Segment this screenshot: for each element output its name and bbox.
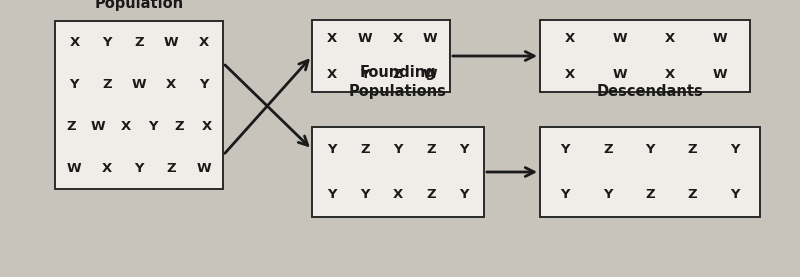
Text: X: X — [326, 68, 337, 81]
Text: Original
Population: Original Population — [94, 0, 183, 11]
Text: Y: Y — [134, 161, 144, 175]
Text: W: W — [67, 161, 82, 175]
Text: Y: Y — [730, 143, 739, 156]
Text: Z: Z — [393, 68, 402, 81]
Text: X: X — [565, 68, 575, 81]
Text: Z: Z — [426, 143, 436, 156]
Text: Z: Z — [687, 188, 697, 201]
Bar — [540, 20, 750, 92]
Text: Y: Y — [459, 188, 469, 201]
Text: Y: Y — [70, 78, 79, 91]
Text: X: X — [202, 119, 212, 132]
Text: Y: Y — [199, 78, 208, 91]
Text: Y: Y — [327, 143, 337, 156]
Text: Z: Z — [603, 143, 613, 156]
Text: X: X — [70, 35, 79, 48]
Text: Y: Y — [561, 188, 570, 201]
Text: X: X — [665, 68, 675, 81]
Text: Z: Z — [66, 119, 76, 132]
Text: X: X — [198, 35, 209, 48]
Bar — [312, 20, 450, 92]
Text: Y: Y — [561, 143, 570, 156]
Text: Z: Z — [360, 143, 370, 156]
Text: X: X — [392, 32, 402, 45]
Text: W: W — [713, 68, 727, 81]
Text: Y: Y — [360, 68, 370, 81]
Text: Z: Z — [426, 188, 436, 201]
Text: Z: Z — [134, 35, 144, 48]
Text: X: X — [166, 78, 177, 91]
Text: X: X — [102, 161, 112, 175]
Text: Y: Y — [394, 143, 402, 156]
Text: Y: Y — [459, 143, 469, 156]
Text: W: W — [713, 32, 727, 45]
Text: X: X — [120, 119, 130, 132]
Text: W: W — [196, 161, 211, 175]
Text: W: W — [91, 119, 106, 132]
Text: W: W — [164, 35, 178, 48]
Text: Y: Y — [603, 188, 613, 201]
Text: Z: Z — [102, 78, 111, 91]
Text: W: W — [358, 32, 372, 45]
Bar — [55, 21, 223, 189]
Bar — [540, 127, 760, 217]
Text: Y: Y — [646, 143, 654, 156]
Text: X: X — [665, 32, 675, 45]
Text: W: W — [423, 68, 438, 81]
Text: Founding
Populations: Founding Populations — [349, 65, 447, 99]
Text: W: W — [132, 78, 146, 91]
Bar — [312, 127, 484, 217]
Text: W: W — [613, 68, 627, 81]
Text: Z: Z — [645, 188, 655, 201]
Text: W: W — [613, 32, 627, 45]
Text: X: X — [326, 32, 337, 45]
Text: Z: Z — [175, 119, 185, 132]
Text: X: X — [565, 32, 575, 45]
Text: W: W — [423, 32, 438, 45]
Text: Y: Y — [730, 188, 739, 201]
Text: Y: Y — [148, 119, 158, 132]
Text: Descendants: Descendants — [597, 84, 703, 99]
Text: Z: Z — [687, 143, 697, 156]
Text: Z: Z — [166, 161, 176, 175]
Text: Y: Y — [360, 188, 370, 201]
Text: X: X — [393, 188, 403, 201]
Text: Y: Y — [327, 188, 337, 201]
Text: Y: Y — [102, 35, 111, 48]
